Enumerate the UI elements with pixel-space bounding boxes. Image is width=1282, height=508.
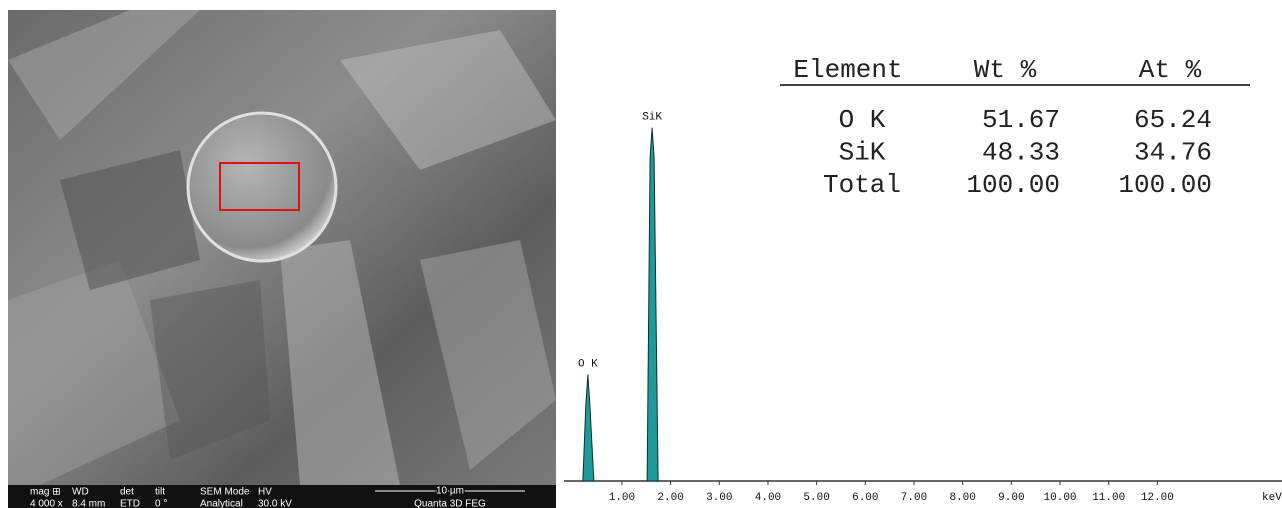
table-cell: 48.33 (982, 137, 1060, 167)
scale-label: 10 µm (436, 486, 464, 497)
table-cell: SiK (839, 137, 886, 167)
peak-label: O K (578, 359, 598, 371)
x-tick-label: 4.00 (755, 492, 781, 504)
table-header: At % (1139, 55, 1202, 85)
table-cell: 100.00 (966, 170, 1060, 200)
x-tick-label: 5.00 (803, 492, 829, 504)
sem-header: mag ⊞ (30, 487, 61, 498)
sem-value: 30.0 kV (258, 499, 292, 508)
table-cell: O K (839, 105, 886, 135)
sem-header: SEM Mode (200, 487, 250, 498)
sem-header: det (120, 487, 134, 498)
x-unit: keV (1262, 492, 1282, 504)
table-header: Element (793, 55, 902, 85)
sem-value: Analytical (200, 499, 243, 508)
sem-value: 4 000 x (30, 499, 63, 508)
peak (583, 375, 594, 481)
sem-header: tilt (155, 487, 165, 498)
x-tick-label: 1.00 (609, 492, 635, 504)
peak (647, 128, 658, 481)
table-cell: 65.24 (1134, 105, 1212, 135)
table-cell: 100.00 (1118, 170, 1212, 200)
table-cell: 51.67 (982, 105, 1060, 135)
x-tick-label: 12.00 (1141, 492, 1174, 504)
results-table: Element Wt % At % O K 51.67 65.24 SiK 48.33 34.7… (780, 55, 1250, 200)
x-tick-label: 3.00 (706, 492, 732, 504)
x-tick-label: 10.00 (1044, 492, 1077, 504)
table-header: Wt % (974, 55, 1037, 85)
figure: mag ⊞4 000 x WD8.4 mm detETD tilt0 ° SEM Mod… (0, 0, 1282, 508)
sem-image (8, 10, 556, 485)
sem-header: WD (72, 487, 89, 498)
table-cell: Total (823, 170, 901, 200)
x-tick-label: 8.00 (949, 492, 975, 504)
x-tick-label: 7.00 (901, 492, 927, 504)
x-tick-label: 11.00 (1092, 492, 1125, 504)
sem-value: 8.4 mm (72, 499, 105, 508)
sem-value: ETD (120, 499, 140, 508)
sem-value: 0 ° (155, 499, 167, 508)
peak-label: SiK (642, 112, 662, 124)
x-tick-label: 2.00 (657, 492, 683, 504)
table-cell: 34.76 (1134, 137, 1212, 167)
x-tick-label: 6.00 (852, 492, 878, 504)
instrument: Quanta 3D FEG (414, 499, 486, 508)
x-tick-label: 9.00 (998, 492, 1024, 504)
sem-header: HV (258, 487, 272, 498)
